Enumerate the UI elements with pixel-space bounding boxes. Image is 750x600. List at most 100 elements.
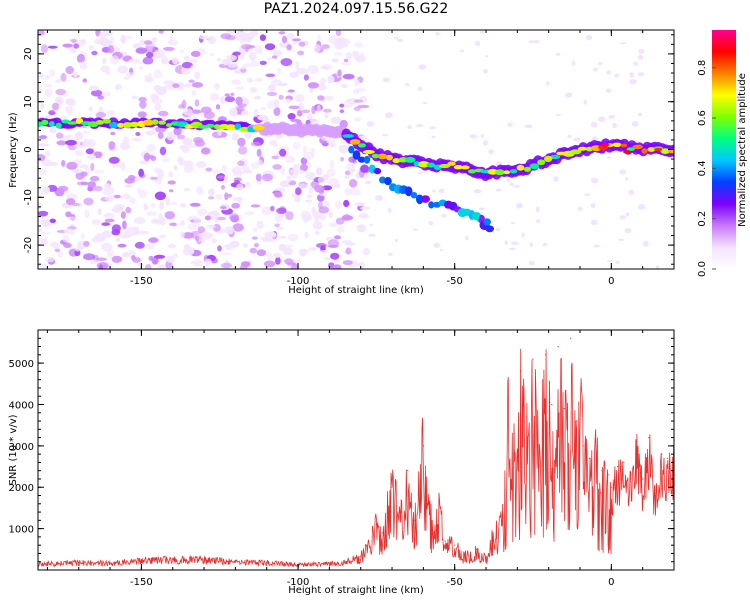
noise-blob: [302, 145, 308, 154]
noise-blob: [344, 187, 352, 196]
noise-blob: [235, 170, 246, 175]
snr-point: [588, 457, 591, 459]
noise-blob: [516, 202, 523, 209]
noise-blob: [249, 247, 257, 254]
noise-blob: [80, 171, 88, 177]
colorbar-gradient: [712, 30, 736, 269]
noise-blob: [219, 96, 227, 104]
snr-point: [642, 478, 644, 480]
snr-point: [579, 327, 580, 328]
noise-blob: [325, 139, 336, 144]
noise-blob: [167, 39, 179, 46]
noise-blob: [302, 213, 309, 223]
noise-blob: [483, 140, 488, 146]
noise-blob: [80, 233, 85, 240]
noise-blob: [284, 244, 294, 248]
ridge-core: [386, 154, 393, 161]
noise-blob: [335, 30, 342, 37]
noise-blob: [215, 193, 223, 200]
ridge-core: [102, 118, 111, 124]
snr-point: [654, 494, 656, 497]
snr-point: [382, 532, 384, 534]
ridge-core: [620, 143, 628, 148]
noise-blob: [253, 45, 263, 54]
noise-blob: [63, 228, 75, 234]
noise-blob: [169, 201, 178, 205]
noise-blob: [441, 213, 447, 218]
noise-blob: [190, 65, 195, 70]
noise-blob: [274, 192, 283, 198]
ridge-core: [523, 166, 532, 172]
noise-blob: [612, 122, 617, 128]
noise-blob: [267, 57, 272, 61]
noise-blob: [235, 86, 245, 90]
snr-point: [234, 561, 236, 563]
noise-blob: [340, 156, 345, 162]
noise-blob: [327, 75, 335, 84]
noise-blob: [313, 44, 321, 52]
noise-blob: [73, 144, 86, 148]
noise-blob: [483, 69, 488, 74]
snr-frame: [37, 329, 675, 571]
noise-blob: [227, 193, 233, 198]
ridge-hotspot: [419, 161, 428, 165]
noise-blob: [337, 69, 342, 77]
noise-blob: [124, 184, 133, 188]
noise-blob: [480, 134, 485, 138]
noise-blob: [266, 252, 273, 261]
noise-blob: [277, 82, 288, 87]
noise-blob: [194, 71, 201, 80]
noise-blob: [123, 76, 130, 80]
noise-blob: [465, 235, 469, 241]
branch-blob: [428, 201, 435, 209]
noise-blob: [270, 205, 275, 212]
snr-point: [400, 511, 402, 513]
noise-blob: [340, 83, 348, 89]
noise-blob: [535, 206, 540, 213]
ridge-core: [234, 123, 242, 130]
noise-blob: [176, 134, 186, 140]
noise-blob: [340, 62, 352, 66]
noise-blob: [314, 230, 320, 235]
noise-blob: [104, 196, 116, 201]
noise-blob: [111, 255, 123, 263]
noise-blob: [111, 164, 122, 168]
noise-blob: [631, 120, 639, 127]
noise-blob: [344, 170, 351, 176]
noise-blob: [131, 137, 143, 142]
noise-blob: [343, 99, 354, 108]
noise-blob: [198, 35, 210, 40]
noise-blob: [642, 240, 649, 247]
noise-blob: [573, 137, 581, 142]
noise-blob: [80, 181, 89, 185]
noise-blob: [256, 249, 267, 257]
noise-blob: [217, 129, 222, 136]
noise-blob: [91, 50, 98, 56]
noise-blob: [246, 77, 254, 83]
noise-blob: [553, 176, 559, 182]
noise-blob: [74, 131, 83, 140]
noise-blob: [306, 194, 313, 198]
snr-point: [544, 354, 547, 356]
noise-blob: [167, 243, 176, 249]
colorbar-tick-label: 0.0: [697, 261, 708, 277]
noise-blob: [276, 67, 282, 75]
noise-blob: [104, 218, 115, 223]
noise-blob: [237, 160, 245, 167]
ridge-core: [252, 125, 265, 131]
noise-blob: [473, 189, 482, 194]
noise-blob: [388, 252, 393, 256]
snr-point: [266, 562, 268, 564]
noise-blob: [329, 159, 335, 169]
noise-blob: [108, 156, 120, 164]
noise-blob: [38, 188, 44, 197]
noise-blob: [355, 202, 366, 207]
snr-point: [538, 445, 540, 447]
noise-blob: [326, 168, 336, 177]
noise-blob: [251, 236, 258, 240]
noise-blob: [638, 203, 646, 210]
noise-blob: [382, 133, 389, 137]
noise-blob: [278, 243, 287, 251]
noise-blob: [66, 161, 78, 170]
